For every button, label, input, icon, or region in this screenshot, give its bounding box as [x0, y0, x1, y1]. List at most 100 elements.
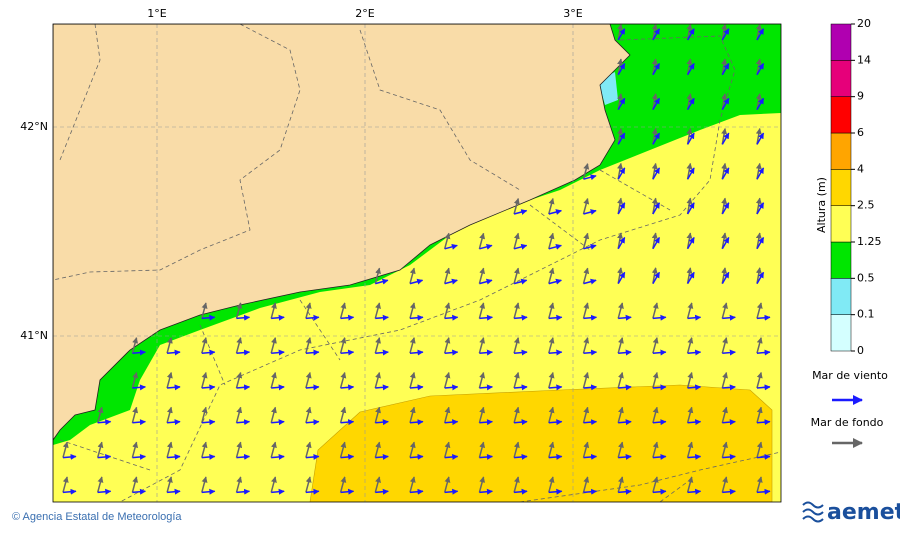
wind-arrow: [201, 384, 216, 391]
swell-arrow: [513, 371, 520, 389]
swell-arrow: [96, 441, 104, 458]
swell-arrow: [582, 371, 590, 389]
swell-arrow: [339, 302, 347, 319]
swell-arrow: [166, 476, 173, 493]
swell-arrow: [652, 406, 659, 423]
wind-arrow: [409, 314, 424, 321]
wind-arrow: [409, 488, 424, 495]
wind-arrow: [583, 174, 597, 181]
wind-arrow: [305, 314, 320, 321]
wind-arrow: [548, 349, 563, 356]
wind-arrow: [167, 384, 181, 391]
wind-arrow: [305, 488, 320, 495]
footer: © Agencia Estatal de Meteorología: [12, 511, 182, 523]
swell-arrow: [548, 406, 555, 423]
swell-arrow: [513, 406, 520, 423]
wind-arrow: [756, 419, 771, 426]
swell-arrow: [548, 232, 555, 249]
swell-arrow: [305, 371, 312, 389]
swell-arrow: [582, 406, 590, 423]
swell-arrow: [478, 337, 486, 354]
wind-arrow: [97, 488, 112, 495]
wind-arrow: [409, 453, 424, 460]
swell-arrow: [548, 441, 555, 458]
wind-arrow: [548, 419, 563, 426]
wind-arrow: [444, 419, 459, 426]
swell-arrow: [235, 371, 243, 389]
wind-arrow: [617, 237, 626, 250]
swell-arrow: [339, 337, 347, 354]
swell-arrow: [235, 406, 243, 423]
colorbar-label: 4: [857, 162, 864, 175]
swell-arrow: [305, 406, 312, 423]
swell-arrow: [652, 302, 659, 319]
wind-arrow: [583, 419, 598, 426]
swell-arrow: [548, 302, 555, 319]
wind-arrow: [375, 349, 389, 356]
swell-arrow: [756, 441, 763, 458]
swell-arrow: [443, 267, 451, 284]
wind-arrow: [652, 167, 661, 180]
lon-label: 1°E: [147, 7, 166, 20]
wind-arrow: [687, 453, 702, 460]
wind-arrow: [201, 314, 216, 321]
graticule: [53, 24, 781, 502]
swell-arrow: [339, 476, 347, 493]
wind-arrow: [618, 349, 632, 356]
swell-arrow: [409, 267, 416, 284]
wind-arrow: [618, 488, 632, 495]
wind-arrow: [618, 314, 632, 321]
swell-arrow: [478, 441, 486, 458]
swell-arrow: [652, 476, 659, 493]
swell-arrow: [582, 232, 590, 249]
wind-arrow: [721, 167, 730, 180]
swell-arrow: [374, 441, 381, 458]
swell-arrow: [270, 302, 277, 319]
swell-arrow: [131, 337, 139, 354]
swell-arrow: [201, 441, 208, 458]
wind-arrow: [167, 349, 181, 356]
map-area: [53, 24, 781, 502]
swell-arrow: [270, 337, 277, 354]
wind-arrow: [548, 488, 563, 495]
wind-arrow: [271, 349, 285, 356]
colorbar-band: [830, 314, 852, 352]
swell-arrow: [582, 163, 590, 180]
wind-arrow: [687, 314, 702, 321]
wind-arrow: [617, 271, 626, 284]
colorbar-band: [830, 241, 852, 279]
swell-arrow: [305, 476, 312, 493]
wind-arrow: [340, 384, 355, 391]
wind-arrow: [583, 453, 598, 460]
swell-arrow: [548, 371, 555, 389]
wind-arrow: [444, 278, 458, 285]
wind-arrow: [513, 278, 528, 285]
wind-arrow: [167, 453, 181, 460]
wind-arrow: [652, 384, 667, 391]
wind-arrow: [305, 453, 320, 460]
swell-arrow: [652, 371, 659, 389]
wind-arrow: [62, 453, 77, 460]
wind-arrow: [687, 488, 702, 495]
swell-arrow: [201, 406, 208, 423]
swell-arrow: [617, 371, 624, 389]
swell-arrow: [513, 232, 520, 249]
wind-arrow: [271, 314, 285, 321]
wind-arrow: [271, 384, 285, 391]
wind-arrow: [375, 419, 389, 426]
swell-arrow: [513, 476, 520, 493]
swell-arrow: [62, 441, 69, 458]
map-frame: [52, 23, 782, 503]
wind-arrow: [513, 209, 528, 215]
wind-arrow: [340, 349, 355, 356]
swell-arrow: [478, 476, 486, 493]
wind-arrow: [722, 488, 736, 495]
wind-arrow: [271, 453, 285, 460]
wind-arrow: [514, 488, 528, 495]
swell-arrow: [201, 476, 208, 493]
wind-arrow: [444, 314, 459, 321]
colorbar-title: Altura (m): [815, 177, 828, 233]
wind-arrow: [548, 278, 562, 285]
swell-arrow: [270, 406, 277, 423]
swell-arrow: [548, 476, 555, 493]
